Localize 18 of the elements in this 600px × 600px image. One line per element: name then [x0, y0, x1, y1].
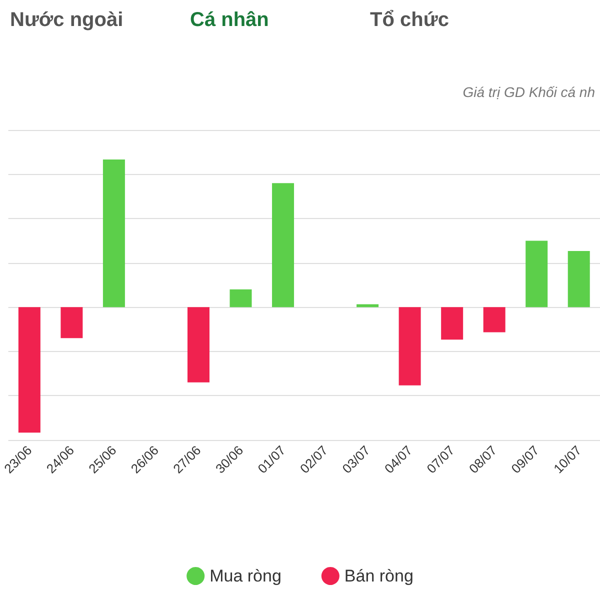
- bar: [187, 307, 210, 382]
- text: Tổ chức: [370, 9, 449, 31]
- bar: [398, 307, 421, 386]
- bar: [441, 307, 464, 340]
- bar: [60, 307, 83, 338]
- text: Nước ngoài: [10, 9, 124, 31]
- bar: [568, 251, 590, 308]
- bar: [526, 240, 548, 308]
- bar: [230, 289, 252, 308]
- legend-label: Mua ròng: [210, 566, 282, 586]
- bar: [483, 307, 506, 332]
- bar: [272, 183, 294, 308]
- bar: [102, 160, 125, 308]
- text: Cá nhân: [190, 9, 269, 31]
- chart-subtitle: Giá trị GD Khối cá nh: [462, 84, 596, 100]
- legend-label: Bán ròng: [344, 566, 414, 586]
- bar: [18, 307, 40, 433]
- bar: [356, 304, 379, 308]
